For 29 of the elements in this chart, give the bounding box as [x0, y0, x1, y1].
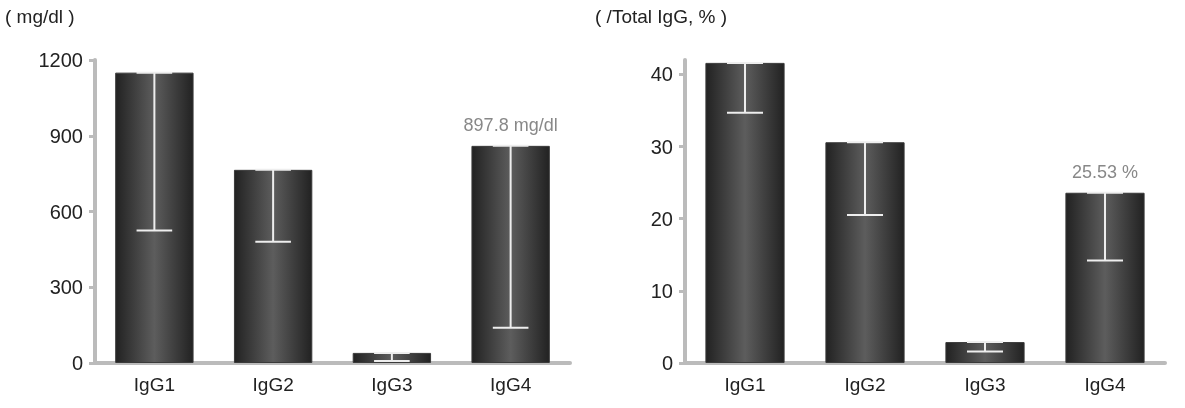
bar: [705, 62, 785, 363]
bar: [115, 72, 194, 363]
x-tick-label: IgG2: [252, 374, 294, 395]
x-tick-label: IgG4: [1084, 374, 1127, 395]
y-axis-title: ( /Total IgG, % ): [595, 6, 727, 27]
x-tick-label: IgG3: [371, 374, 413, 395]
y-tick-label: 900: [49, 124, 83, 147]
x-tick-label: IgG2: [844, 374, 886, 395]
y-tick-label: 0: [661, 352, 673, 374]
y-axis-title: ( mg/dl ): [5, 6, 75, 27]
y-tick-label: 300: [49, 276, 83, 299]
annotation: 897.8 mg/dl: [463, 114, 558, 135]
y-tick-label: 40: [650, 63, 673, 86]
y-tick-label: 1200: [38, 49, 83, 71]
y-tick-label: 20: [650, 207, 673, 230]
x-tick-label: IgG3: [964, 374, 1006, 395]
bar: [1065, 192, 1145, 363]
y-tick-label: 30: [650, 135, 673, 158]
annotation: 25.53 %: [1071, 161, 1139, 182]
x-tick-label: IgG4: [490, 374, 532, 395]
bar: [945, 342, 1025, 363]
bar: [233, 169, 313, 363]
bar: [825, 142, 905, 363]
bar: [471, 145, 550, 363]
x-tick-label: IgG1: [133, 374, 175, 395]
y-tick-label: 0: [71, 352, 83, 374]
y-tick-label: 10: [650, 279, 673, 302]
y-tick-label: 600: [49, 200, 83, 223]
x-tick-label: IgG1: [724, 374, 766, 395]
